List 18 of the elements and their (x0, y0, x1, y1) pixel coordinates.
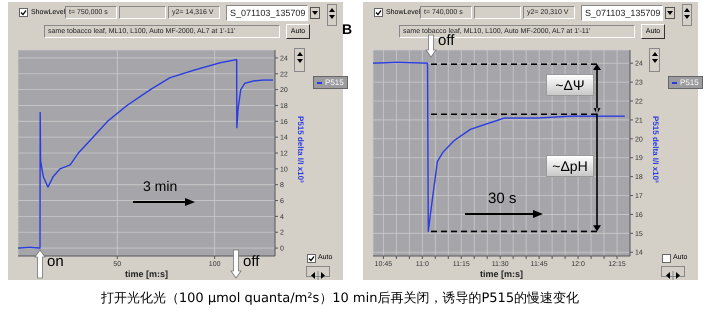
text: S_071103_135709 (226, 5, 308, 21)
legend-label: P515 (668, 76, 703, 89)
chart-title: B (342, 21, 352, 37)
annotation: ~ΔΨ (546, 74, 594, 96)
y-axis-title: P515 delta I/I x10³ (296, 116, 305, 183)
line-series (18, 58, 274, 249)
text: S_071103_135709 (581, 5, 663, 21)
annotation: ~ΔpH (546, 155, 594, 177)
annotation: 30 s (488, 190, 516, 207)
x-axis-title: time [m:s] (124, 269, 169, 279)
annotation: on (47, 253, 64, 270)
legend-label: P515 (313, 76, 348, 89)
y-axis-title: P515 delta I/I x10³ (651, 116, 660, 183)
annotation: off (243, 253, 260, 270)
x-axis-title: time [m:s] (478, 269, 524, 279)
annotation: 3 min (143, 178, 178, 194)
text: 打开光化光（100 μmol quanta/m²s）10 min后再关闭，诱导的P515的慢速变化 (100, 290, 580, 307)
line-series (373, 62, 626, 232)
